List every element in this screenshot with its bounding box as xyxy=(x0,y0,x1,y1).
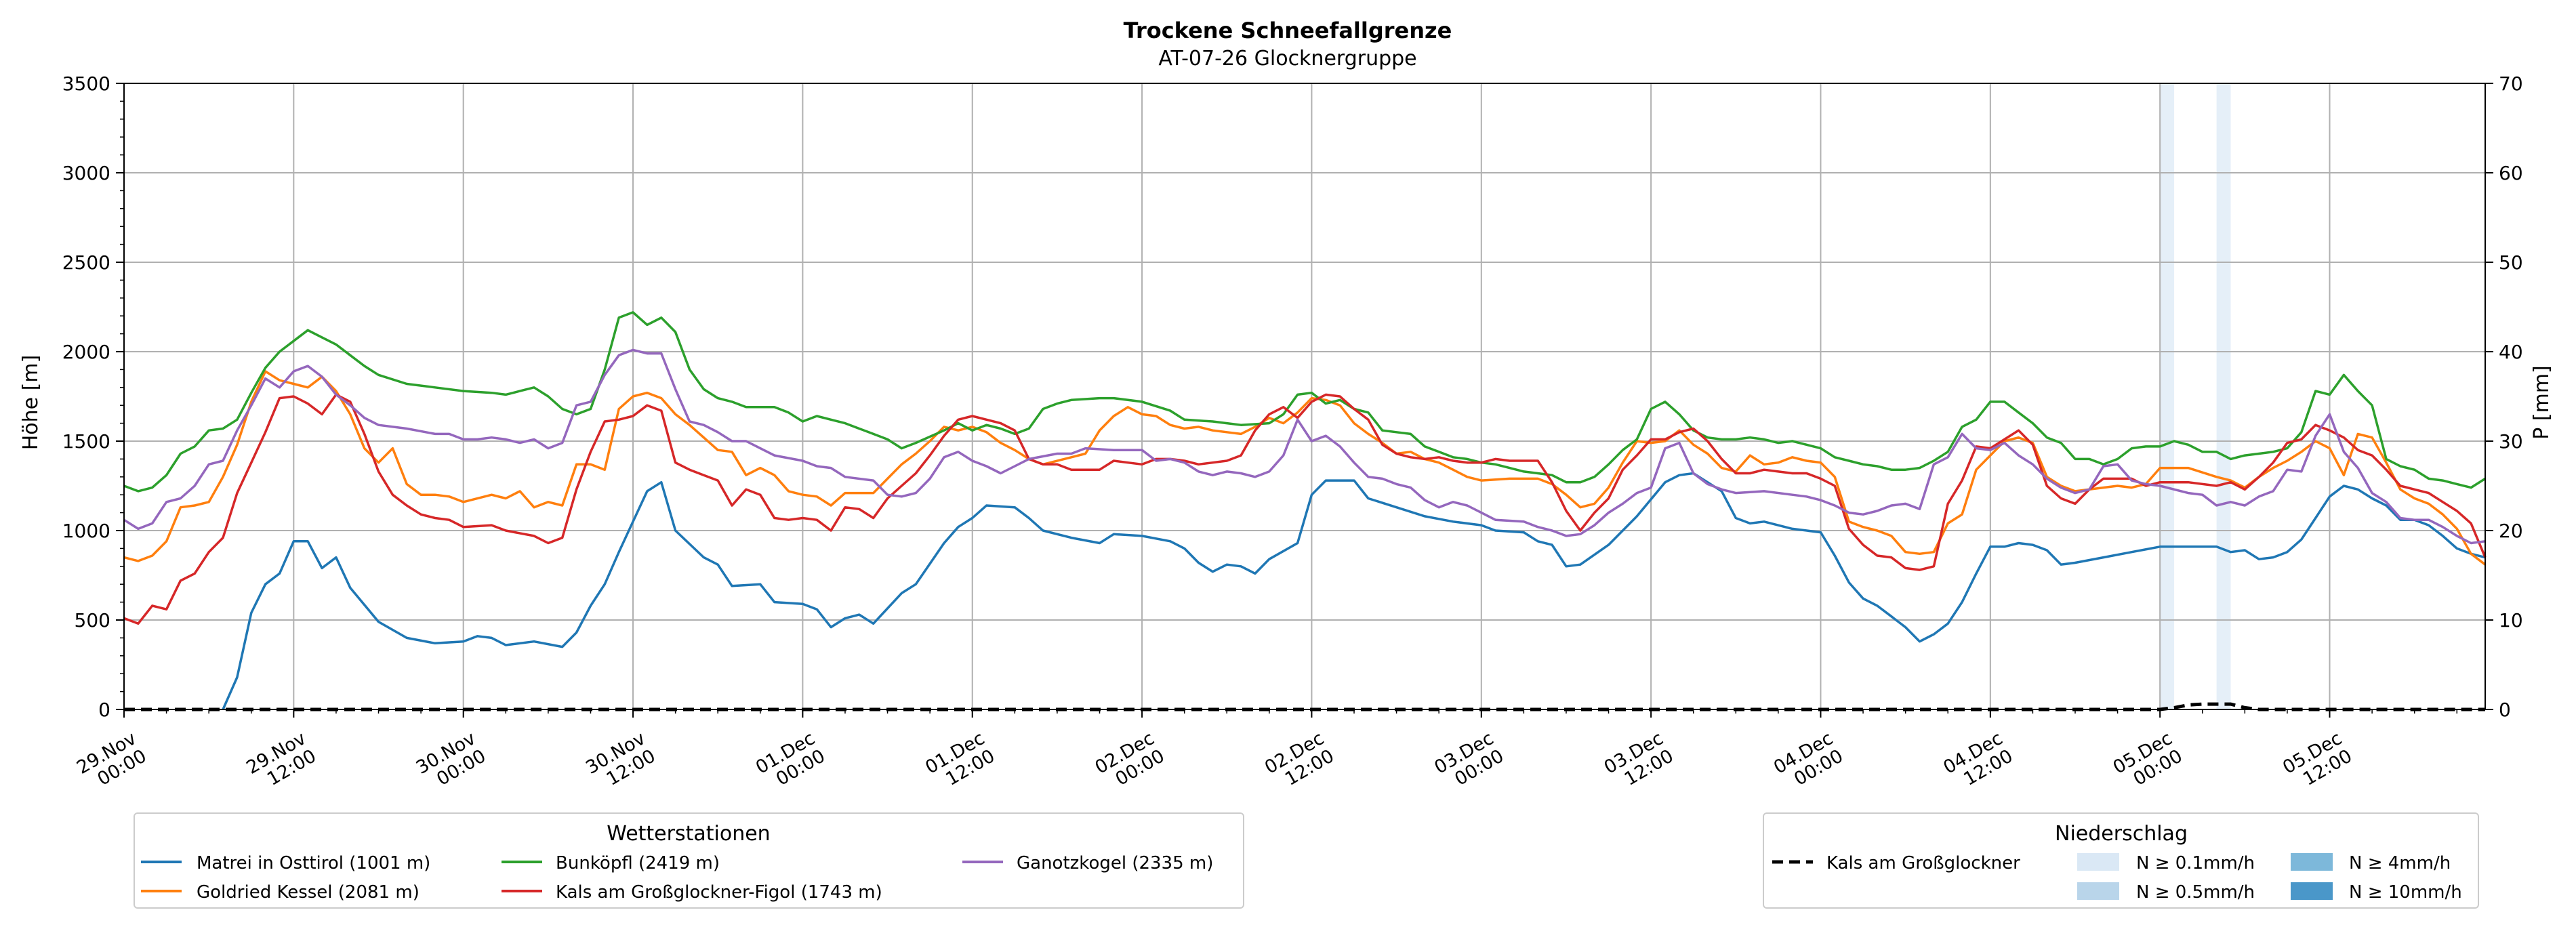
stations-legend-box xyxy=(134,812,1244,909)
precipitation-band xyxy=(2216,83,2231,709)
y-left-tick-label: 3500 xyxy=(62,73,110,95)
y-left-tick-label: 1500 xyxy=(62,430,110,453)
stations-legend-title: Wetterstationen xyxy=(607,822,770,846)
chart-subtitle: AT-07-26 Glocknergruppe xyxy=(1158,47,1416,70)
y-axis-right-label: P [mm] xyxy=(2530,365,2554,439)
legend-swatch-n01 xyxy=(2077,853,2119,871)
legend-label-n4: N ≥ 4mm/h xyxy=(2349,853,2451,873)
y-right-tick-label: 30 xyxy=(2499,430,2523,453)
legend-label-kals-figol: Kals am Großglockner-Figol (1743 m) xyxy=(556,882,882,903)
y-right-tick-label: 0 xyxy=(2499,699,2511,721)
y-right-tick-label: 50 xyxy=(2499,251,2523,274)
series-line xyxy=(123,393,2487,625)
precipitation-line xyxy=(124,702,2485,711)
legend-label-goldried: Goldried Kessel (2081 m) xyxy=(197,882,420,903)
series-line xyxy=(123,370,2487,566)
legend-label-kals-precip: Kals am Großglockner xyxy=(1826,853,2020,873)
series-line xyxy=(222,472,2486,710)
y-right-tick-label: 10 xyxy=(2499,609,2523,632)
y-left-tick-label: 1000 xyxy=(62,520,110,542)
y-left-tick-label: 2000 xyxy=(62,341,110,363)
legend-label-n05: N ≥ 0.5mm/h xyxy=(2136,882,2255,903)
precipitation-legend-title: Niederschlag xyxy=(2055,822,2188,846)
precipitation-band xyxy=(2160,83,2175,709)
series-line xyxy=(123,311,2486,493)
chart-title: Trockene Schneefallgrenze xyxy=(1124,18,1452,43)
y-left-tick-label: 500 xyxy=(75,609,110,632)
stations-legend: Wetterstationen Matrei in Osttirol (1001… xyxy=(134,812,1244,909)
y-left-tick-label: 0 xyxy=(98,699,110,721)
series-line xyxy=(123,348,2486,545)
y-left-tick-label: 2500 xyxy=(62,251,110,274)
y-left-tick-label: 3000 xyxy=(62,162,110,184)
y-right-tick-label: 70 xyxy=(2499,73,2523,95)
legend-label-n10: N ≥ 10mm/h xyxy=(2349,882,2462,903)
legend-label-matrei: Matrei in Osttirol (1001 m) xyxy=(197,853,430,873)
legend-swatch-n4 xyxy=(2291,853,2333,871)
y-axis-left-label: Höhe [m] xyxy=(19,355,43,451)
legend-label-ganotzkogel: Ganotzkogel (2335 m) xyxy=(1017,853,1213,873)
series-lines xyxy=(123,311,2487,711)
y-right-tick-label: 20 xyxy=(2499,520,2523,542)
y-right-tick-label: 60 xyxy=(2499,162,2523,184)
legend-label-bunkoepfl: Bunköpfl (2419 m) xyxy=(556,853,720,873)
precipitation-legend: Niederschlag Kals am Großglockner N ≥ 0.… xyxy=(1763,812,2479,909)
legend-swatch-n05 xyxy=(2077,882,2119,900)
y-right-tick-label: 40 xyxy=(2499,341,2523,363)
precipitation-bands xyxy=(2160,83,2231,709)
legend-label-n01: N ≥ 0.1mm/h xyxy=(2136,853,2255,873)
legend-swatch-n10 xyxy=(2291,882,2333,900)
plot-frame xyxy=(123,83,2486,710)
